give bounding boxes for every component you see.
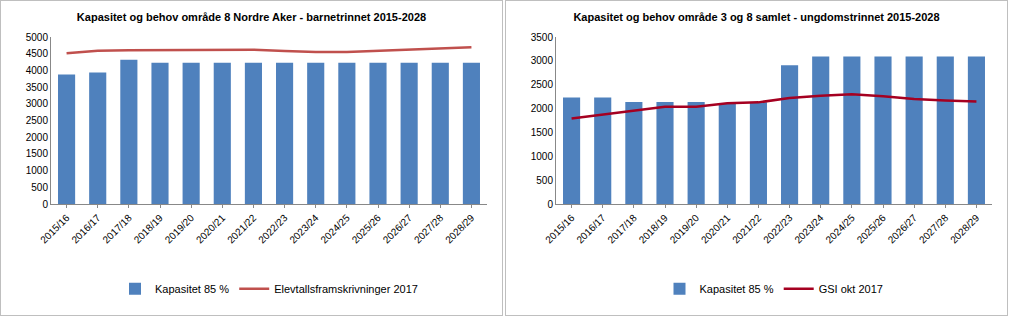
svg-text:Elevtallsframskrivninger 2017: Elevtallsframskrivninger 2017 — [274, 283, 418, 295]
svg-text:2021/22: 2021/22 — [730, 212, 764, 246]
svg-text:0: 0 — [42, 199, 48, 210]
svg-text:2023/24: 2023/24 — [287, 212, 321, 246]
svg-text:Kapasitet og behov område 8 No: Kapasitet og behov område 8 Nordre Aker … — [77, 11, 426, 23]
svg-text:1500: 1500 — [26, 148, 49, 159]
svg-text:0: 0 — [547, 199, 553, 210]
svg-text:2020/21: 2020/21 — [699, 212, 733, 246]
svg-text:4500: 4500 — [26, 48, 49, 59]
svg-text:2016/17: 2016/17 — [69, 212, 103, 246]
svg-text:2015/16: 2015/16 — [38, 212, 72, 246]
svg-text:2027/28: 2027/28 — [412, 212, 446, 246]
svg-text:2026/27: 2026/27 — [886, 212, 920, 246]
svg-text:2026/27: 2026/27 — [381, 212, 415, 246]
svg-text:2017/18: 2017/18 — [100, 212, 134, 246]
svg-text:2022/23: 2022/23 — [256, 212, 290, 246]
svg-text:2500: 2500 — [26, 115, 49, 126]
svg-text:2028/29: 2028/29 — [443, 212, 477, 246]
svg-text:2021/22: 2021/22 — [225, 212, 259, 246]
svg-text:2019/20: 2019/20 — [668, 212, 702, 246]
svg-text:Kapasitet 85 %: Kapasitet 85 % — [700, 283, 774, 295]
svg-text:3000: 3000 — [26, 98, 49, 109]
svg-text:500: 500 — [31, 182, 48, 193]
svg-text:2025/26: 2025/26 — [855, 212, 889, 246]
svg-text:2020/21: 2020/21 — [194, 212, 228, 246]
svg-text:Kapasitet 85 %: Kapasitet 85 % — [155, 283, 229, 295]
svg-text:2024/25: 2024/25 — [823, 212, 857, 246]
svg-text:3500: 3500 — [531, 32, 554, 43]
svg-text:2023/24: 2023/24 — [792, 212, 826, 246]
svg-text:2022/23: 2022/23 — [761, 212, 795, 246]
svg-text:2019/20: 2019/20 — [163, 212, 197, 246]
svg-text:3000: 3000 — [531, 55, 554, 66]
svg-text:3500: 3500 — [26, 82, 49, 93]
svg-text:GSI okt 2017: GSI okt 2017 — [819, 283, 883, 295]
svg-text:1000: 1000 — [531, 151, 554, 162]
svg-text:500: 500 — [536, 175, 553, 186]
svg-text:1000: 1000 — [26, 165, 49, 176]
svg-text:4000: 4000 — [26, 65, 49, 76]
svg-text:2027/28: 2027/28 — [917, 212, 951, 246]
svg-text:2017/18: 2017/18 — [605, 212, 639, 246]
svg-text:2025/26: 2025/26 — [350, 212, 384, 246]
svg-text:1500: 1500 — [531, 127, 554, 138]
svg-text:Kapasitet og behov område 3 og: Kapasitet og behov område 3 og 8 samlet … — [573, 11, 939, 23]
svg-text:2500: 2500 — [531, 79, 554, 90]
svg-text:2016/17: 2016/17 — [574, 212, 608, 246]
svg-text:5000: 5000 — [26, 32, 49, 43]
svg-text:2000: 2000 — [531, 103, 554, 114]
svg-text:2028/29: 2028/29 — [948, 212, 982, 246]
svg-text:2024/25: 2024/25 — [318, 212, 352, 246]
svg-text:2000: 2000 — [26, 132, 49, 143]
svg-text:2018/19: 2018/19 — [637, 212, 671, 246]
svg-text:2015/16: 2015/16 — [543, 212, 577, 246]
svg-text:2018/19: 2018/19 — [132, 212, 166, 246]
